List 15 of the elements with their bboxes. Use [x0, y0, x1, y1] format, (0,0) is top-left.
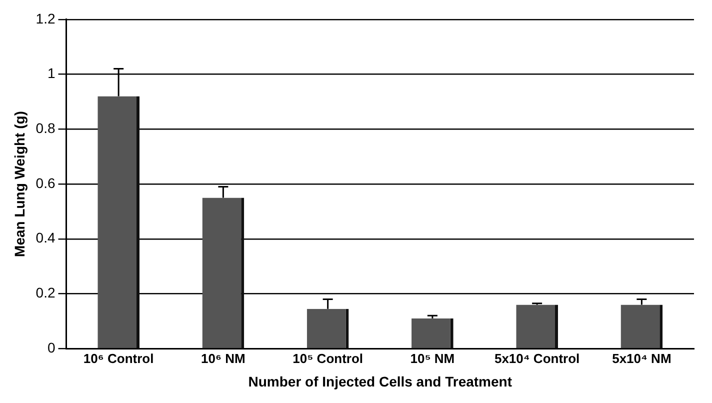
x-tick-label: 5x10⁴ Control — [494, 350, 580, 366]
y-axis-title: Mean Lung Weight (g) — [11, 111, 28, 257]
x-tick-label: 10⁵ NM — [410, 350, 455, 366]
y-tick-label: 1 — [47, 65, 56, 82]
y-tick-label: 0.4 — [36, 230, 56, 246]
y-tick-label: 0 — [47, 339, 56, 356]
y-tick-label: 0.2 — [36, 284, 56, 301]
x-tick-label: 10⁶ Control — [83, 350, 154, 366]
x-axis-title: Number of Injected Cells and Treatment — [248, 373, 512, 390]
y-tick-label: 0.6 — [36, 174, 56, 191]
y-tick-label: 0.8 — [36, 120, 56, 136]
x-tick-label: 10⁶ NM — [201, 350, 246, 366]
x-tick-label: 10⁵ Control — [292, 350, 364, 366]
x-tick-label: 5x10⁴ NM — [612, 350, 672, 366]
y-tick-label: 1.2 — [36, 10, 56, 26]
